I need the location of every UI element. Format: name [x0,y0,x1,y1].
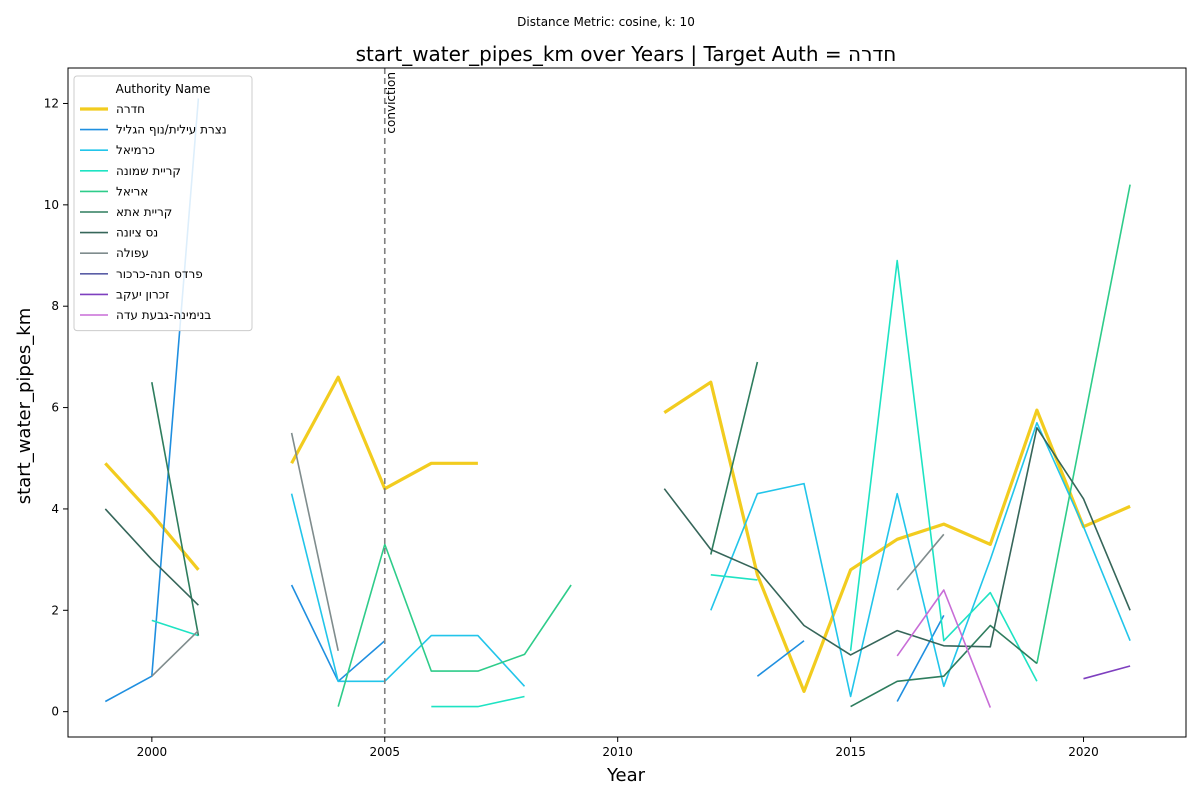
series-line-0-2 [663,380,1131,694]
legend-entry-9: זכרון יעקב [116,287,169,301]
y-tick-label-5: 10 [44,198,59,212]
series-line-7-0 [151,630,199,677]
legend-title: Authority Name [116,82,211,96]
plot-area: conviction 2000 2005 2010 2015 2020 0 2 4 6 8 10 12 [44,67,1187,759]
series-line-3-1 [431,695,525,708]
legend-entry-3: קריית שמונה [116,164,181,178]
series-line-6-1 [663,426,1131,656]
legend-entry-10: בנימינה-גבעת עדה [116,308,211,322]
legend-entry-1: נצרת עילית/נוף הגליל [116,123,227,137]
y-tick-label-3: 6 [51,401,59,415]
conviction-label: conviction [384,72,398,134]
series-line-2-0 [290,493,526,687]
series-line-5-1 [710,361,759,555]
series-line-5-0 [151,382,200,636]
series-line-3-0 [151,619,199,637]
series-line-0-0 [104,462,200,571]
legend: Authority Name חדרה נצרת עילית/נוף הגליל כר… [73,75,253,332]
series-line-5-2 [850,624,1038,708]
series-line-1-2 [756,640,805,677]
series-line-10-0 [896,589,992,708]
series-line-1-3 [896,615,945,702]
chart-title: start_water_pipes_km over Years | Target… [356,42,897,66]
series-line-6-0 [104,508,199,606]
legend-entry-6: נס ציונה [116,226,158,240]
legend-entry-4: אריאל [116,184,148,198]
chart-suptitle: Distance Metric: cosine, k: 10 [517,15,695,29]
legend-entry-5: קריית אתא [116,205,172,219]
x-tick-label-2: 2010 [602,745,633,759]
series-line-2-1 [710,421,1131,698]
series-line-7-1 [290,432,339,651]
y-tick-label-2: 4 [51,502,59,516]
series-line-1-1 [290,584,386,683]
series-line-7-2 [896,533,945,591]
y-tick-label-4: 8 [51,299,59,313]
legend-entry-8: פרדס חנה-כרכור [116,267,203,281]
x-tick-label-4: 2020 [1068,745,1099,759]
x-tick-label-1: 2005 [369,745,400,759]
legend-entry-2: כרמיאל [116,143,155,157]
series-line-4-0 [337,543,572,707]
series-line-3-2 [710,574,758,581]
series-line-4-1 [1036,184,1131,664]
y-tick-label-0: 0 [51,705,59,719]
y-axis-title: start_water_pipes_km [14,308,35,504]
legend-box [73,75,253,332]
plot-frame [67,67,1187,738]
x-tick-label-3: 2015 [835,745,866,759]
y-tick-label-1: 2 [51,603,59,617]
x-tick-label-0: 2000 [137,745,168,759]
legend-entry-0: חדרה [116,102,145,116]
series-line-3-3 [849,259,1038,682]
series-line-9-0 [1083,665,1131,680]
x-axis-title: Year [606,765,646,786]
legend-entry-7: עפולה [116,246,149,260]
y-tick-label-6: 12 [44,96,59,110]
